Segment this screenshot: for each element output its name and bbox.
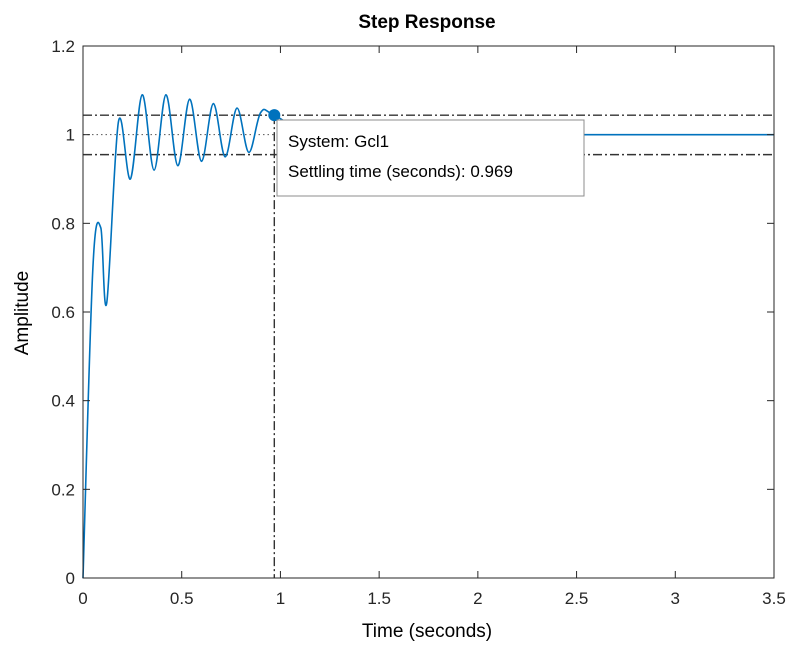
- x-tick-label: 1.5: [367, 589, 391, 608]
- x-tick-label: 1: [276, 589, 285, 608]
- y-tick-label: 0.6: [51, 303, 75, 322]
- x-tick-label: 2: [473, 589, 482, 608]
- y-tick-label: 0.8: [51, 214, 75, 233]
- settling-point-marker[interactable]: [268, 109, 281, 122]
- x-tick-label: 3.5: [762, 589, 786, 608]
- datatip-settling-label: Settling time (seconds): 0.969: [288, 162, 513, 181]
- tick-labels: 0 0.5 1 1.5 2 2.5 3 3.5 0 0.2 0.4 0.6 0.8 1 1.2: [51, 37, 785, 608]
- datatip-system-label: System: Gcl1: [288, 132, 389, 151]
- datatip-box: [276, 119, 585, 197]
- datatip[interactable]: System: Gcl1 Settling time (seconds): 0.…: [276, 119, 585, 197]
- x-axis-label: Time (seconds): [362, 621, 492, 642]
- y-tick-label: 0.4: [51, 392, 75, 411]
- axes-frame: [82, 45, 775, 579]
- x-tick-label: 2.5: [565, 589, 589, 608]
- x-tick-label: 3: [671, 589, 680, 608]
- y-tick-label: 1.2: [51, 37, 75, 56]
- x-tick-label: 0.5: [170, 589, 194, 608]
- x-tick-label: 0: [78, 589, 87, 608]
- y-tick-label: 0: [66, 569, 75, 588]
- y-tick-label: 0.2: [51, 480, 75, 499]
- chart-title: Step Response: [358, 12, 495, 33]
- y-tick-label: 1: [66, 126, 75, 145]
- y-axis-label: Amplitude: [12, 271, 33, 356]
